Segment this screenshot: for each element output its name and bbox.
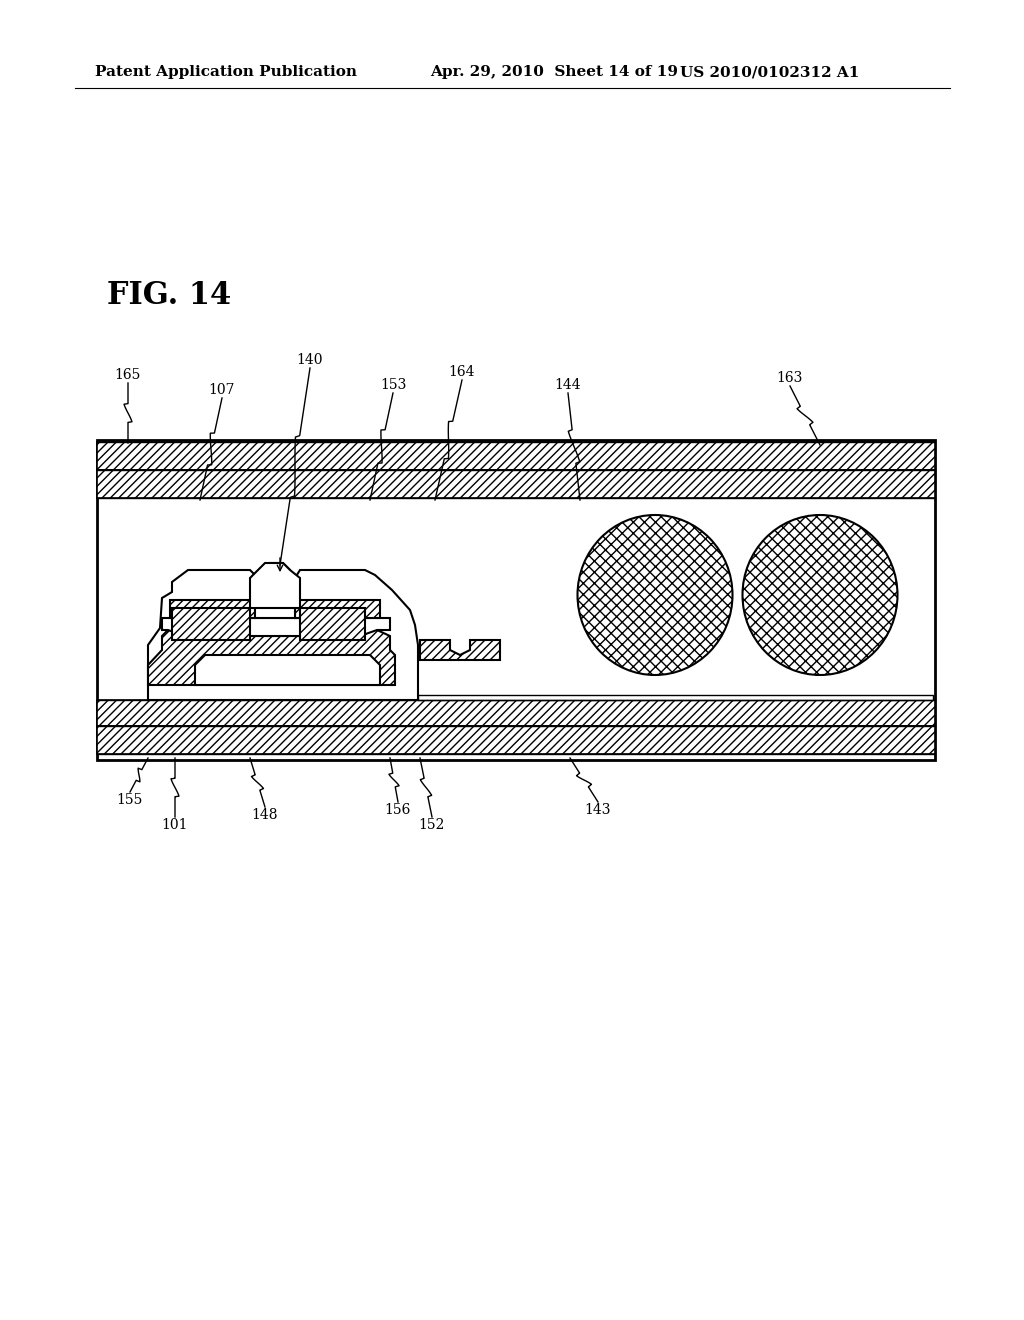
Text: 165: 165 [115, 368, 141, 381]
Text: 156: 156 [385, 803, 412, 817]
Polygon shape [295, 601, 380, 618]
Text: 144: 144 [555, 378, 582, 392]
Text: 143: 143 [585, 803, 611, 817]
Polygon shape [300, 609, 365, 640]
Text: 155: 155 [117, 793, 143, 807]
Ellipse shape [578, 515, 732, 675]
Text: 152: 152 [419, 818, 445, 832]
Polygon shape [170, 601, 255, 618]
Polygon shape [255, 601, 295, 618]
Text: 148: 148 [252, 808, 279, 822]
Ellipse shape [742, 515, 897, 675]
Polygon shape [172, 609, 250, 640]
Text: 163: 163 [777, 371, 803, 385]
Polygon shape [250, 564, 300, 609]
Polygon shape [418, 696, 933, 700]
Polygon shape [195, 655, 380, 685]
Text: 101: 101 [162, 818, 188, 832]
Text: 107: 107 [209, 383, 236, 397]
Bar [97, 442, 935, 470]
Bar [97, 700, 935, 726]
Text: 153: 153 [380, 378, 407, 392]
Polygon shape [148, 630, 395, 685]
Bar [97, 470, 935, 498]
Bar [97, 726, 935, 754]
Text: US 2010/0102312 A1: US 2010/0102312 A1 [680, 65, 859, 79]
Text: 164: 164 [449, 366, 475, 379]
Polygon shape [420, 640, 500, 660]
Polygon shape [162, 618, 390, 636]
Polygon shape [148, 564, 418, 700]
Text: Apr. 29, 2010  Sheet 14 of 19: Apr. 29, 2010 Sheet 14 of 19 [430, 65, 678, 79]
Text: Patent Application Publication: Patent Application Publication [95, 65, 357, 79]
Text: FIG. 14: FIG. 14 [106, 280, 231, 310]
Text: 140: 140 [297, 352, 324, 367]
Bar [97, 440, 935, 760]
